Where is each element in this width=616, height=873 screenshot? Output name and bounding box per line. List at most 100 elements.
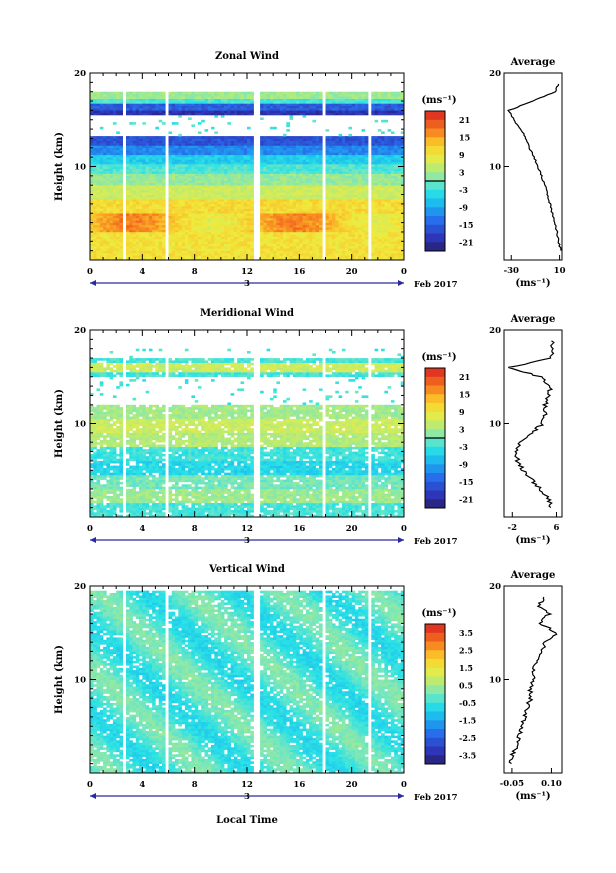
heatmap-cell [132, 140, 137, 144]
heatmap-cell [250, 196, 254, 200]
heatmap-cell [145, 239, 150, 242]
heatmap-cell [243, 159, 248, 163]
heatmap-cell [260, 222, 264, 226]
heatmap-cell [139, 185, 143, 188]
heatmap-cell [266, 175, 271, 179]
heatmap-cell [217, 182, 222, 186]
heatmap-cell [171, 246, 176, 249]
heatmap-cell [227, 199, 231, 202]
heatmap-cell [184, 157, 189, 160]
heatmap-cell [152, 180, 156, 184]
heatmap-cell [191, 152, 195, 156]
heatmap-cell [227, 248, 231, 251]
heatmap-cell [106, 101, 110, 104]
heatmap-cell [171, 241, 176, 244]
heatmap-cell [296, 145, 300, 149]
heatmap-cell [181, 203, 186, 207]
heatmap-cell [240, 154, 245, 158]
heatmap-cell [220, 154, 225, 158]
heatmap-cell [289, 224, 294, 228]
heatmap-cell [263, 220, 267, 223]
heatmap-cell [217, 185, 222, 188]
heatmap-cell [302, 185, 307, 188]
heatmap-cell [312, 208, 316, 212]
heatmap-cell [309, 147, 313, 151]
heatmap-cell [250, 168, 254, 172]
heatmap-cell [139, 239, 143, 242]
heatmap-cell [126, 166, 130, 170]
heatmap-cell [227, 110, 231, 113]
heatmap-cell [142, 159, 146, 163]
heatmap-cell [99, 234, 104, 237]
heatmap-cell [178, 103, 182, 106]
heatmap-cell [90, 178, 94, 181]
heatmap-cell [250, 199, 254, 202]
heatmap-cell [152, 222, 156, 226]
heatmap-cell [319, 192, 323, 195]
heatmap-cell [145, 220, 150, 223]
heatmap-cell [181, 250, 186, 254]
heatmap-cell [204, 253, 209, 256]
heatmap-cell [338, 224, 343, 228]
heatmap-cell [119, 201, 123, 205]
heatmap-cell [361, 222, 366, 226]
heatmap-cell [302, 243, 307, 247]
heatmap-cell [325, 103, 330, 106]
heatmap-cell [233, 150, 238, 153]
heatmap-cell [283, 255, 287, 258]
heatmap-cell [96, 206, 101, 209]
heatmap-cell [112, 122, 117, 125]
heatmap-cell [201, 257, 205, 261]
heatmap-cell [129, 143, 133, 146]
heatmap-cell [188, 239, 192, 242]
heatmap-cell [148, 138, 153, 141]
heatmap-cell [299, 187, 303, 191]
heatmap-cell [214, 224, 218, 228]
heatmap-cell [184, 206, 189, 209]
heatmap-cell [103, 105, 107, 109]
heatmap-cell [201, 229, 205, 233]
heatmap-cell [319, 112, 323, 116]
heatmap-cell [341, 136, 346, 139]
heatmap-cell [276, 239, 280, 242]
heatmap-cell [299, 103, 303, 106]
heatmap-cell [126, 154, 130, 158]
heatmap-cell [162, 105, 166, 109]
heatmap-cell [119, 196, 123, 200]
heatmap-cell [217, 187, 222, 191]
heatmap-cell [129, 173, 133, 177]
heatmap-cell [106, 96, 110, 99]
heatmap-cell [312, 196, 316, 200]
heatmap-cell [112, 255, 117, 258]
heatmap-cell [211, 164, 215, 167]
heatmap-cell [181, 253, 186, 256]
heatmap-cell [273, 185, 277, 188]
heatmap-cell [197, 201, 202, 205]
heatmap-cell [188, 117, 192, 120]
heatmap-cell [158, 112, 163, 116]
heatmap-cell [286, 175, 290, 179]
heatmap-cell [345, 178, 349, 181]
heatmap-cell [181, 171, 186, 174]
heatmap-cell [93, 168, 97, 172]
heatmap-cell [276, 236, 280, 240]
heatmap-cell [194, 145, 199, 149]
heatmap-cell [119, 210, 123, 214]
heatmap-cell [191, 231, 195, 235]
heatmap-cell [348, 175, 352, 179]
heatmap-cell [309, 208, 313, 212]
heatmap-cell [296, 136, 300, 139]
heatmap-cell [158, 227, 163, 230]
heatmap-cell [230, 161, 235, 165]
heatmap-cell [188, 157, 192, 160]
heatmap-cell [335, 224, 339, 228]
heatmap-cell [191, 250, 195, 254]
heatmap-cell [191, 246, 195, 249]
heatmap-cell [204, 250, 209, 254]
heatmap-cell [191, 168, 195, 172]
heatmap-cell [247, 147, 251, 151]
heatmap-cell [325, 171, 330, 174]
heatmap-cell [112, 143, 117, 146]
heatmap-cell [188, 257, 192, 261]
heatmap-cell [96, 227, 101, 230]
